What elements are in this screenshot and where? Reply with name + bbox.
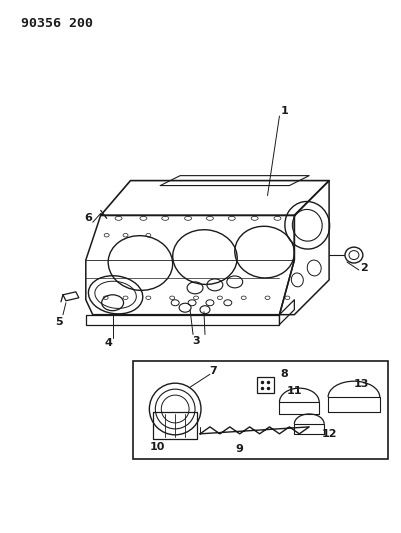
Text: 12: 12 (321, 429, 337, 439)
Text: 9: 9 (236, 444, 244, 454)
Bar (134, 361, 388, 459)
Text: 10: 10 (150, 442, 165, 452)
Text: 11: 11 (287, 386, 302, 396)
Text: 2: 2 (360, 263, 368, 273)
Text: 3: 3 (192, 336, 200, 346)
Text: 13: 13 (354, 379, 370, 389)
Text: 8: 8 (281, 369, 288, 379)
Text: 5: 5 (55, 317, 63, 327)
Text: 1: 1 (281, 106, 288, 116)
Text: 4: 4 (105, 338, 113, 349)
Text: 7: 7 (209, 366, 217, 376)
Text: 90356 200: 90356 200 (21, 17, 93, 30)
Text: 6: 6 (84, 213, 92, 223)
Bar (257, 377, 274, 393)
